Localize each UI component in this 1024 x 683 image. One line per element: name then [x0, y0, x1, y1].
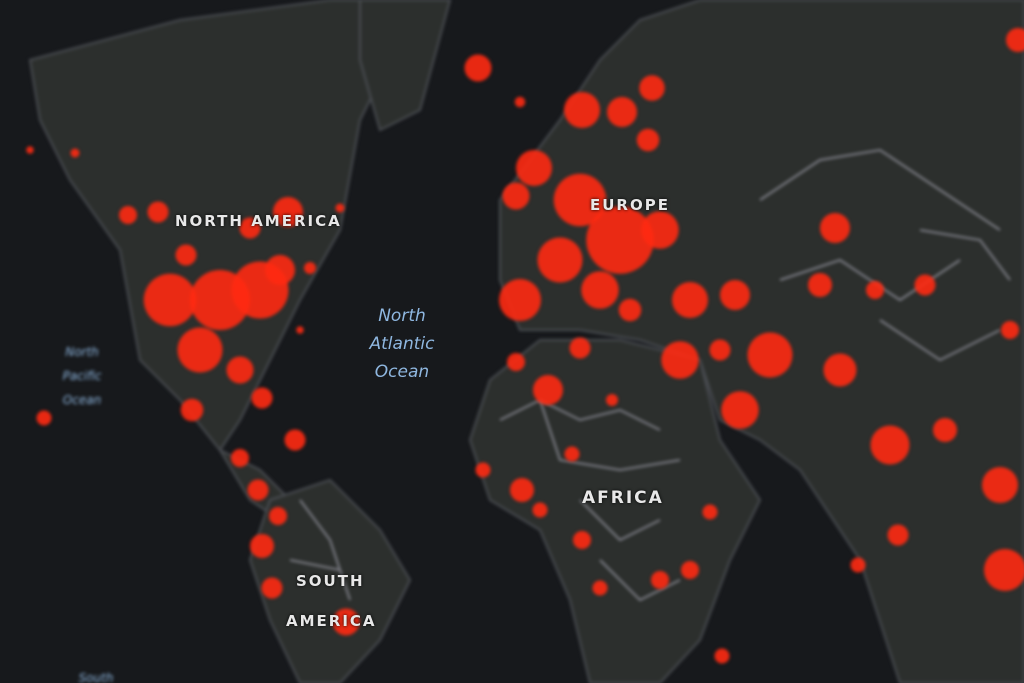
hotspot-marker[interactable]: [866, 281, 884, 299]
hotspot-marker[interactable]: [618, 298, 642, 322]
hotspot-marker[interactable]: [581, 271, 619, 309]
ocean-line: North: [378, 306, 426, 326]
hotspot-marker[interactable]: [502, 182, 530, 210]
hotspot-marker[interactable]: [175, 244, 197, 266]
hotspot-marker[interactable]: [143, 273, 197, 327]
hotspot-marker[interactable]: [808, 273, 832, 297]
hotspot-marker[interactable]: [177, 327, 223, 373]
label-south-america-line2: AMERICA: [286, 612, 377, 630]
hotspot-marker[interactable]: [982, 467, 1018, 503]
hotspot-marker[interactable]: [714, 648, 730, 664]
hotspot-marker[interactable]: [269, 507, 287, 525]
hotspot-marker[interactable]: [721, 391, 759, 429]
border-lines: [289, 148, 1011, 602]
hotspot-marker[interactable]: [119, 206, 137, 224]
hotspot-marker[interactable]: [265, 255, 295, 285]
hotspot-marker[interactable]: [147, 201, 169, 223]
ocean-line: Ocean: [374, 362, 430, 382]
hotspot-marker[interactable]: [1006, 28, 1024, 52]
hotspot-marker[interactable]: [231, 449, 249, 467]
ocean-line: North: [65, 345, 99, 359]
label-africa: AFRICA: [582, 488, 664, 508]
ocean-line: Ocean: [62, 393, 102, 407]
label-south-ocean-partial: South: [78, 671, 114, 683]
land-north-america: [28, 0, 422, 452]
hotspot-marker[interactable]: [661, 341, 699, 379]
hotspot-marker[interactable]: [180, 398, 204, 422]
hotspot-marker[interactable]: [747, 332, 793, 378]
hotspot-marker[interactable]: [914, 274, 936, 296]
hotspot-marker[interactable]: [564, 446, 580, 462]
hotspot-marker[interactable]: [332, 608, 360, 636]
land-greenland: [359, 0, 452, 132]
hotspot-marker[interactable]: [516, 150, 552, 186]
label-north-pacific-ocean: North Pacific Ocean: [52, 340, 112, 412]
hotspot-marker[interactable]: [537, 237, 583, 283]
hotspot-marker[interactable]: [532, 502, 548, 518]
hotspot-marker[interactable]: [26, 146, 34, 154]
hotspot-marker[interactable]: [296, 326, 304, 334]
hotspot-marker[interactable]: [607, 97, 637, 127]
hotspot-marker[interactable]: [335, 203, 345, 213]
hotspot-marker[interactable]: [499, 279, 541, 321]
hotspot-marker[interactable]: [651, 571, 669, 589]
hotspot-marker[interactable]: [261, 577, 283, 599]
hotspot-marker[interactable]: [475, 462, 491, 478]
hotspot-marker[interactable]: [36, 410, 52, 426]
label-europe: EUROPE: [590, 196, 670, 214]
hotspot-marker[interactable]: [984, 549, 1024, 591]
label-north-america: NORTH AMERICA: [175, 212, 342, 230]
hotspot-marker[interactable]: [226, 356, 254, 384]
hotspot-marker[interactable]: [553, 173, 607, 227]
hotspot-marker[interactable]: [672, 282, 708, 318]
hotspot-marker[interactable]: [273, 197, 303, 227]
ocean-line: Pacific: [62, 369, 102, 383]
hotspot-marker[interactable]: [820, 213, 850, 243]
hotspot-marker[interactable]: [304, 262, 316, 274]
hotspot-marker[interactable]: [247, 479, 269, 501]
hotspot-marker[interactable]: [592, 580, 608, 596]
hotspot-marker[interactable]: [510, 478, 534, 502]
hotspot-marker[interactable]: [933, 418, 957, 442]
hotspot-marker[interactable]: [641, 211, 679, 249]
hotspot-marker[interactable]: [586, 206, 654, 274]
hotspot-marker[interactable]: [251, 387, 273, 409]
hotspot-marker[interactable]: [569, 337, 591, 359]
hotspot-marker[interactable]: [507, 353, 525, 371]
label-south-america-line1: SOUTH: [296, 572, 365, 590]
hotspot-marker[interactable]: [823, 353, 857, 387]
hotspot-marker[interactable]: [639, 75, 665, 101]
land-south-america: [248, 478, 412, 683]
hotspot-marker[interactable]: [709, 339, 731, 361]
label-north-atlantic-ocean: North Atlantic Ocean: [362, 302, 442, 386]
hotspot-marker[interactable]: [573, 531, 591, 549]
hotspot-marker[interactable]: [720, 280, 750, 310]
land-africa: [468, 339, 762, 683]
hotspot-layer: [26, 28, 1024, 664]
hotspot-marker[interactable]: [70, 148, 80, 158]
hotspot-marker[interactable]: [464, 54, 492, 82]
hotspot-marker[interactable]: [606, 394, 618, 406]
hotspot-marker[interactable]: [702, 504, 718, 520]
hotspot-marker[interactable]: [636, 128, 660, 152]
hotspot-marker[interactable]: [681, 561, 699, 579]
hotspot-marker[interactable]: [1001, 321, 1019, 339]
hotspot-marker[interactable]: [250, 534, 274, 558]
hotspot-marker[interactable]: [564, 92, 600, 128]
hotspot-marker[interactable]: [887, 524, 909, 546]
hotspot-marker[interactable]: [870, 425, 910, 465]
ocean-line: Atlantic: [369, 334, 435, 354]
land-layer: [28, 0, 1024, 683]
border-layer: [289, 148, 1011, 602]
hotspot-marker[interactable]: [284, 429, 306, 451]
hotspot-marker[interactable]: [533, 375, 563, 405]
hotspot-marker[interactable]: [850, 557, 866, 573]
hotspot-marker[interactable]: [514, 96, 526, 108]
hotspot-marker[interactable]: [239, 217, 261, 239]
